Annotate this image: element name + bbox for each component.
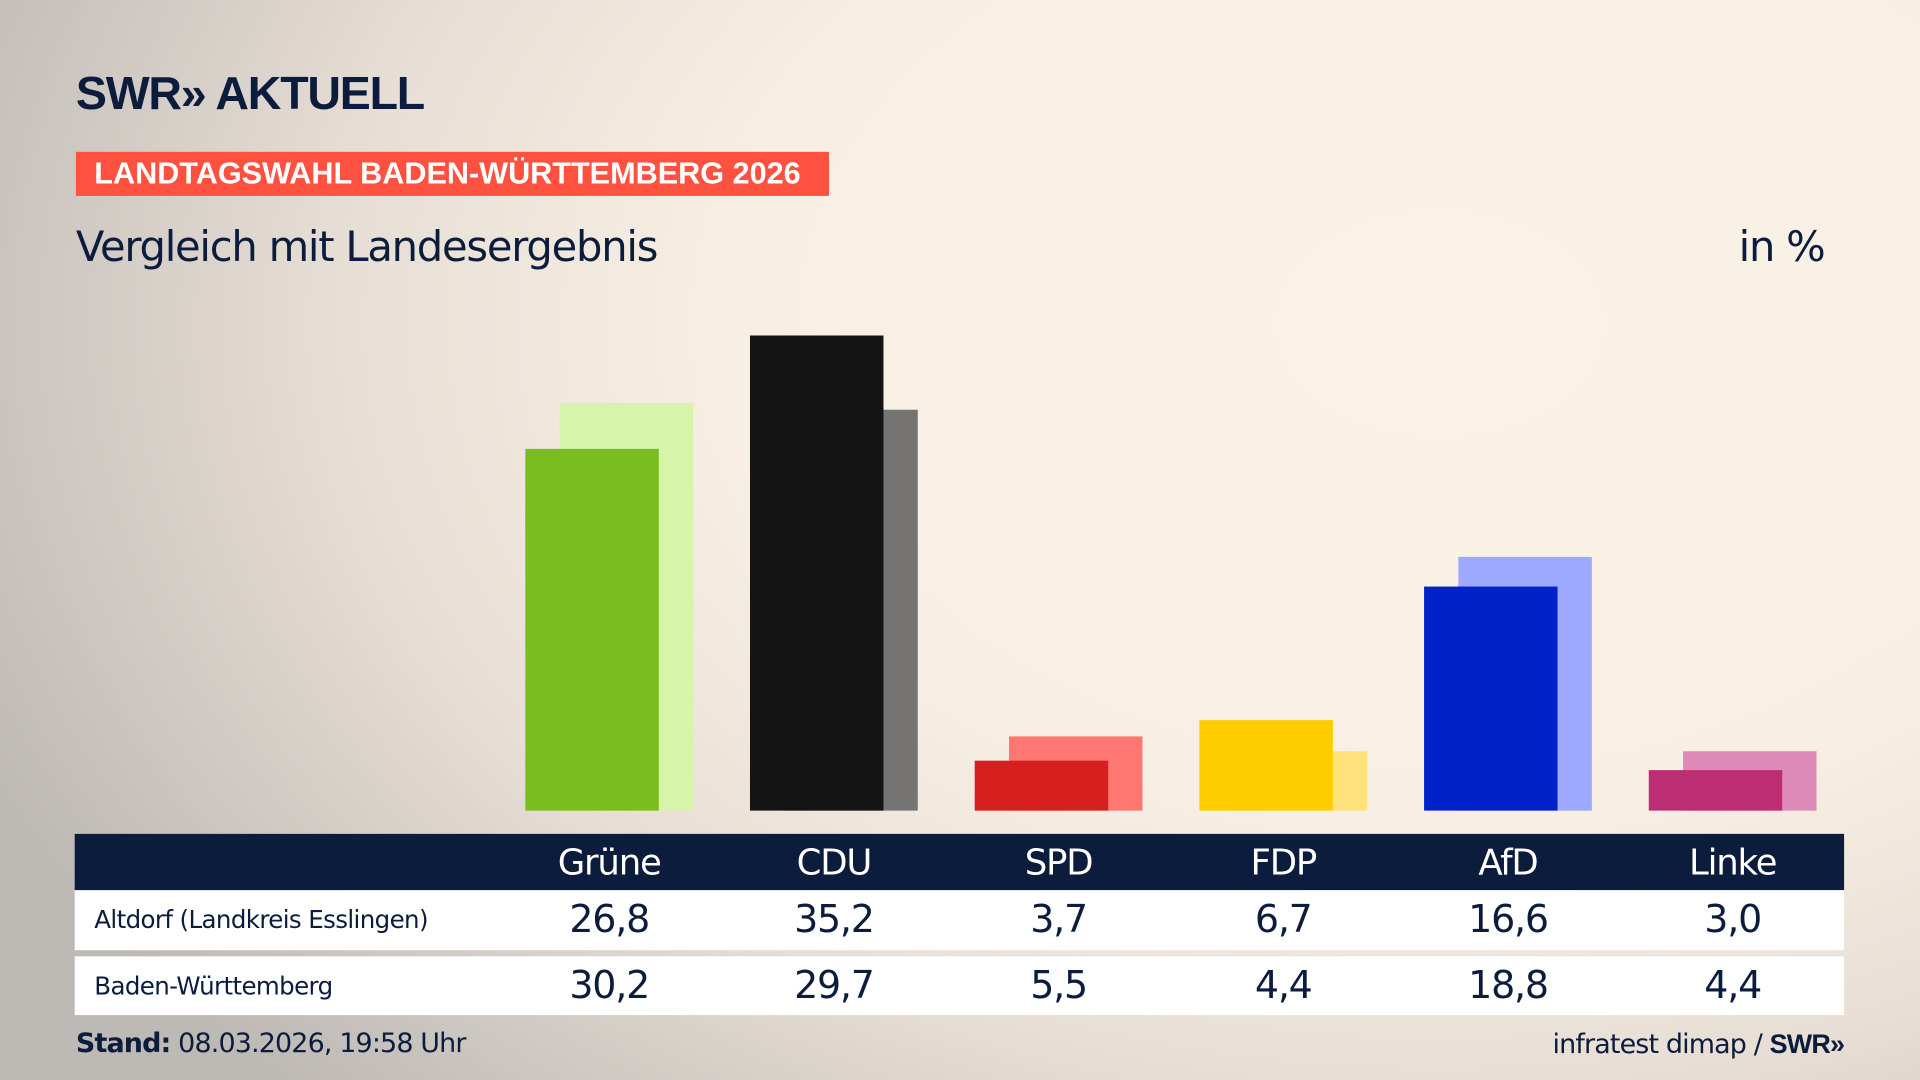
unit-label: in % (1738, 222, 1826, 272)
column-header: SPD (1024, 841, 1094, 883)
table-header: Grüne CDU SPD FDP AfD Linke (74, 833, 1845, 891)
column-header: Grüne (557, 841, 662, 883)
column-header: Linke (1689, 841, 1777, 883)
value-cell: 26,8 (569, 897, 650, 942)
value-cell: 3,0 (1704, 897, 1762, 942)
source: infratest dimap / SWR» (1553, 1029, 1845, 1061)
table-row: Baden-Württemberg 30,2 29,7 5,5 4,4 18,8 4,4 (74, 956, 1845, 1016)
chart-subtitle: Vergleich mit Landesergebnis (75, 222, 658, 272)
value-cell: 29,7 (794, 963, 875, 1008)
stand-value: 08.03.2026, 19:58 Uhr (170, 1028, 466, 1060)
value-cell: 4,4 (1704, 963, 1762, 1008)
source-text: infratest dimap / (1552, 1029, 1770, 1061)
column-header: FDP (1250, 841, 1318, 883)
swr-logo: SWR» (1769, 1028, 1845, 1060)
row-label: Baden-Württemberg (94, 971, 333, 1001)
results-table: Grüne CDU SPD FDP AfD Linke Altdorf (Landkrei… (74, 833, 1845, 1016)
value-cell: 3,7 (1030, 897, 1088, 942)
value-cell: 5,5 (1030, 963, 1088, 1008)
bar-grüne-local (525, 448, 659, 811)
bar-fdp-local (1199, 720, 1333, 811)
election-banner: LANDTAGSWAHL BADEN-WÜRTTEMBERG 2026 (75, 151, 829, 196)
swr-aktuell-logo: SWR» AKTUELL (75, 68, 425, 121)
table-row: Altdorf (Landkreis Esslingen) 26,8 35,2 3,… (74, 890, 1845, 951)
value-cell: 4,4 (1254, 963, 1313, 1008)
bar-afd-local (1424, 586, 1558, 811)
value-cell: 18,8 (1468, 963, 1549, 1008)
bar-spd-local (974, 760, 1109, 811)
bar-linke-local (1648, 770, 1783, 811)
column-header: AfD (1478, 841, 1538, 883)
value-cell: 30,2 (569, 963, 650, 1008)
value-cell: 35,2 (794, 897, 875, 942)
timestamp: Stand: 08.03.2026, 19:58 Uhr (75, 1028, 467, 1060)
column-header: CDU (796, 841, 873, 883)
bar-cdu-local (750, 335, 884, 811)
stand-label: Stand: (75, 1028, 171, 1060)
value-cell: 16,6 (1468, 897, 1549, 942)
value-cell: 6,7 (1254, 897, 1313, 942)
row-label: Altdorf (Landkreis Esslingen) (94, 904, 428, 935)
